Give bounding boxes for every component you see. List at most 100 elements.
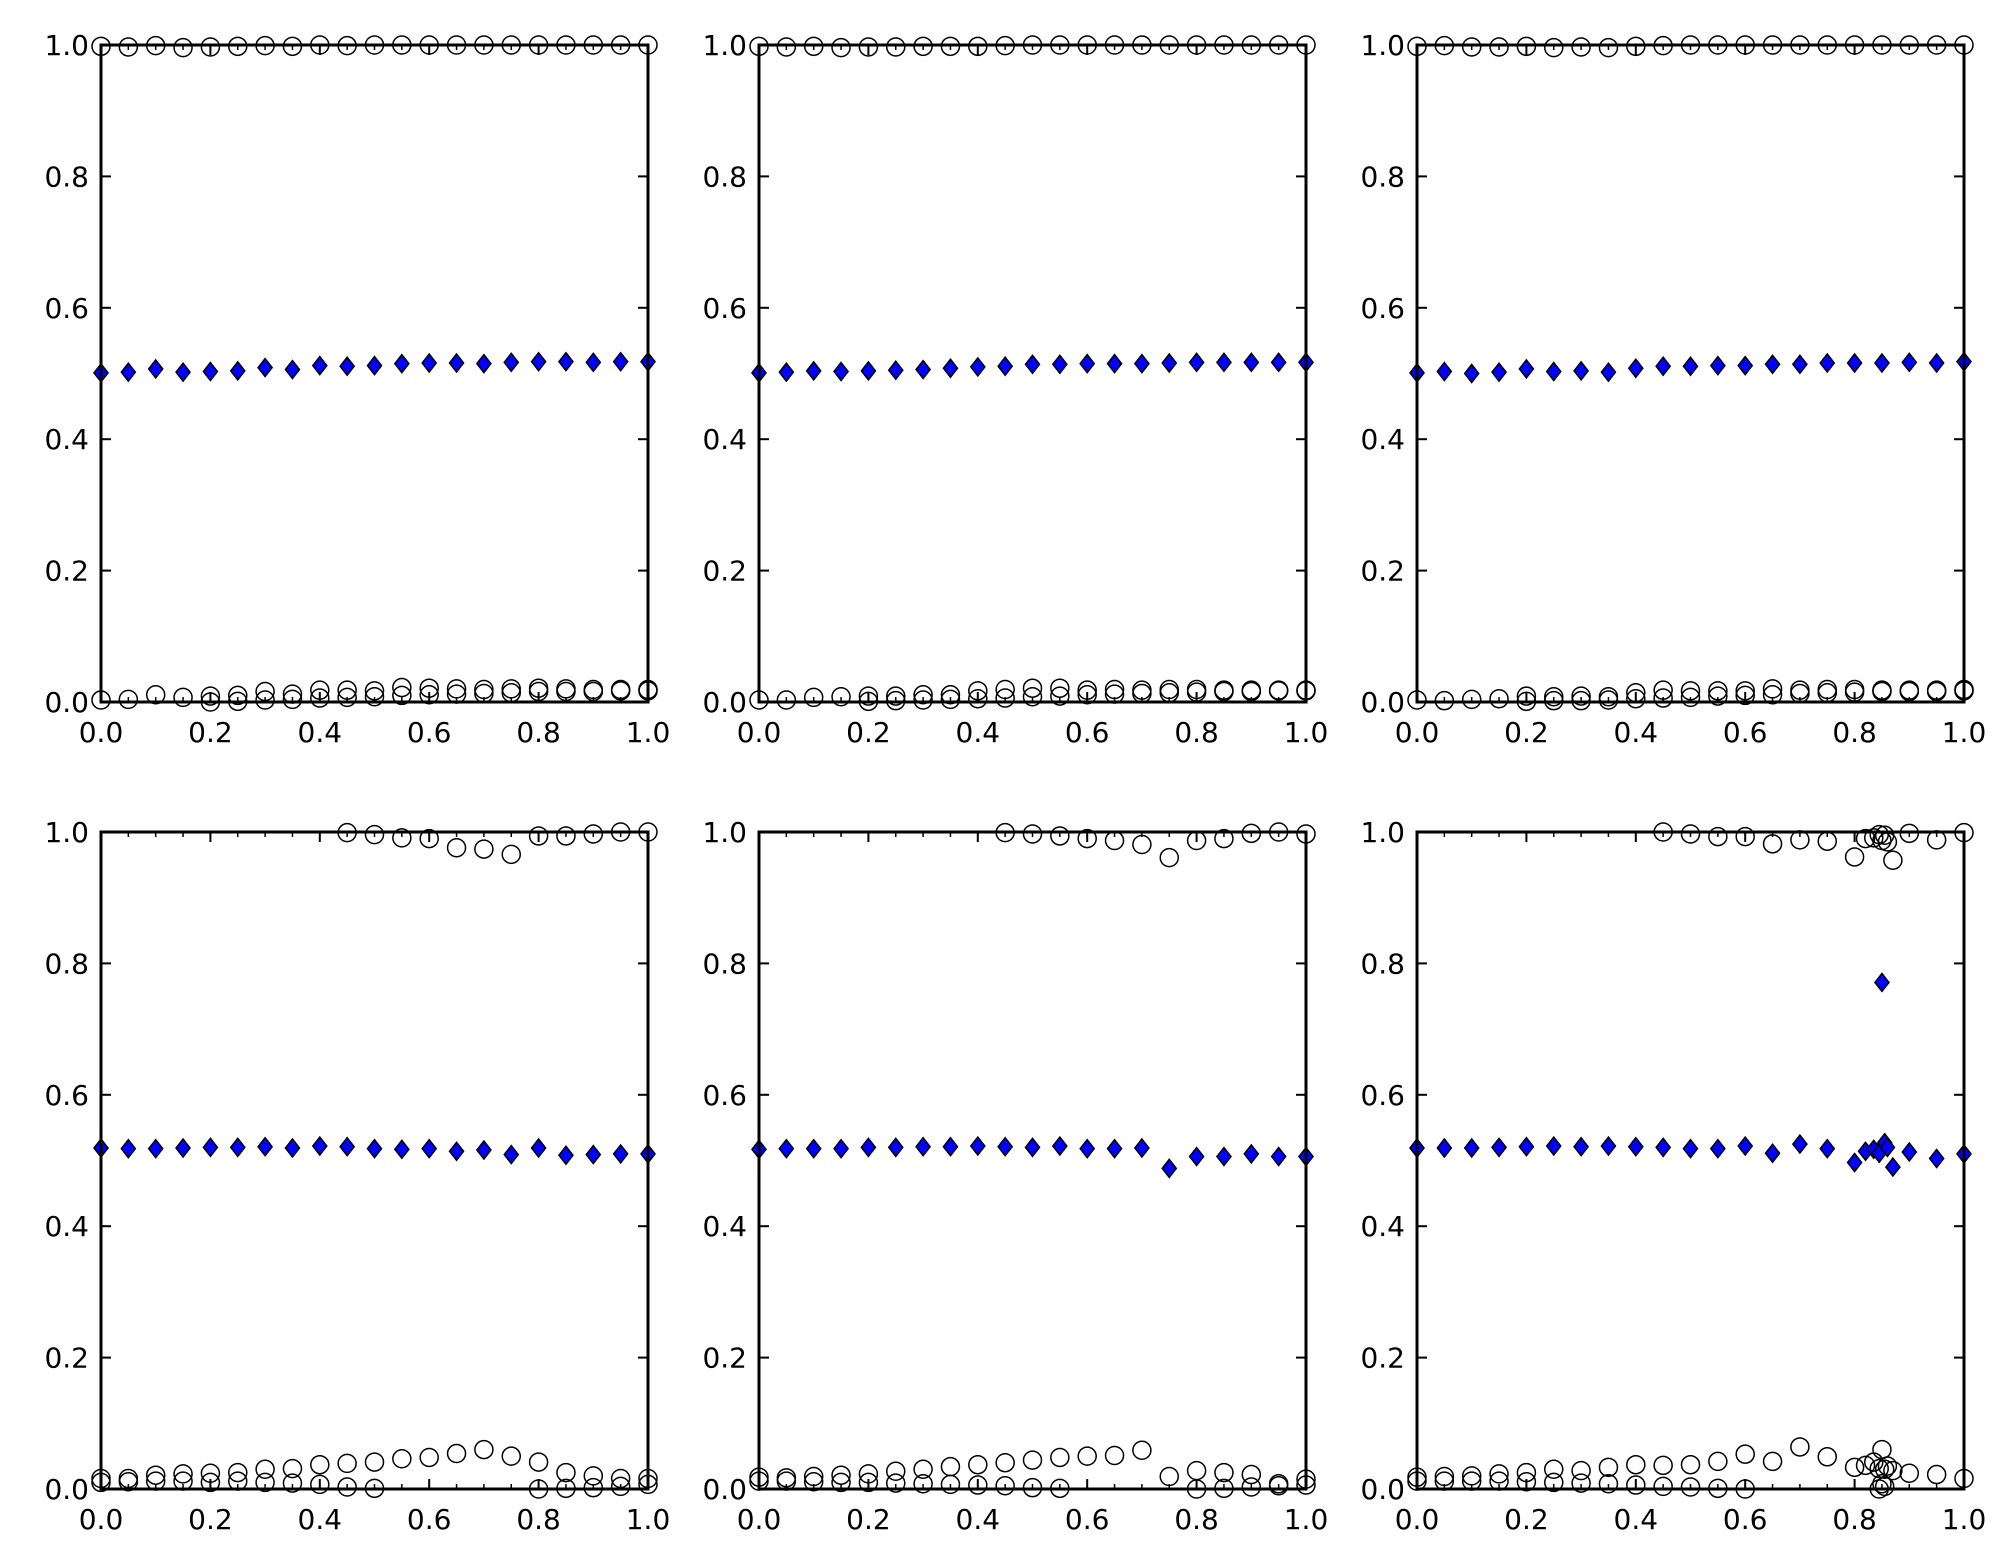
data-point xyxy=(803,1472,824,1492)
y-tick-label: 0.4 xyxy=(1360,1210,1405,1243)
data-point xyxy=(1655,356,1672,377)
plot-area xyxy=(101,832,648,1489)
data-point xyxy=(1928,1148,1945,1169)
data-point xyxy=(778,361,795,383)
data-point xyxy=(583,681,604,702)
data-point xyxy=(366,355,383,376)
data-point xyxy=(831,1472,851,1493)
data-point xyxy=(1077,685,1097,705)
data-point xyxy=(501,1446,521,1466)
data-point xyxy=(995,1475,1015,1496)
data-point xyxy=(1079,1138,1096,1159)
x-tick-label: 0.4 xyxy=(298,1503,343,1536)
data-point xyxy=(1573,1136,1590,1157)
data-point xyxy=(1844,847,1865,867)
data-point xyxy=(612,351,629,372)
data-point xyxy=(583,824,604,844)
data-point xyxy=(147,358,164,380)
data-point xyxy=(1268,681,1289,701)
data-point xyxy=(120,1138,137,1159)
data-point xyxy=(940,1474,961,1495)
data-point xyxy=(173,687,193,708)
data-point xyxy=(173,37,193,58)
chart-panel-5: 0.0 0.2 0.4 0.6 0.8 1.0 0.0 0.2 0.4 0.6 0.8 1.0 xyxy=(702,816,1328,1536)
data-point xyxy=(1544,686,1564,707)
y-tick-label: 0.8 xyxy=(1360,160,1405,193)
data-point xyxy=(1024,354,1041,375)
data-point xyxy=(913,690,933,710)
y-tick-label: 0.2 xyxy=(1360,555,1405,588)
data-point xyxy=(1884,1156,1901,1178)
data-point xyxy=(610,1476,631,1497)
data-point xyxy=(255,1459,275,1480)
data-point xyxy=(942,1136,959,1157)
data-point xyxy=(145,1465,166,1485)
data-point xyxy=(311,1135,328,1157)
data-point xyxy=(1436,361,1453,382)
data-point xyxy=(200,1463,221,1483)
data-point xyxy=(913,685,933,705)
x-tick-label: 0.4 xyxy=(956,1503,1001,1536)
data-point xyxy=(1682,1138,1699,1159)
data-point xyxy=(118,37,139,57)
x-tick-label: 0.2 xyxy=(846,1503,891,1536)
y-tick-label: 0.2 xyxy=(702,555,747,588)
data-point xyxy=(1051,1135,1068,1157)
data-point xyxy=(1491,361,1508,383)
chart-panel-2: 0.0 0.2 0.4 0.6 0.8 1.0 0.0 0.2 0.4 0.6 0.8 1.0 xyxy=(702,29,1328,749)
data-point xyxy=(1161,352,1178,374)
y-tick-label: 0.6 xyxy=(44,292,89,325)
data-point xyxy=(1241,1477,1262,1497)
data-point xyxy=(175,1137,192,1159)
data-point xyxy=(776,37,797,57)
data-point xyxy=(886,37,906,57)
data-point xyxy=(1463,363,1480,384)
data-point xyxy=(228,1462,248,1483)
x-tick-label: 0.4 xyxy=(298,716,343,749)
data-point xyxy=(778,1138,795,1159)
x-tick-label: 0.0 xyxy=(1395,1503,1440,1536)
data-point xyxy=(1735,685,1755,706)
data-point xyxy=(833,1138,850,1159)
y-tick-label: 0.4 xyxy=(1360,423,1405,456)
data-point xyxy=(940,689,961,710)
data-point xyxy=(1215,1146,1232,1167)
x-tick-label: 0.0 xyxy=(737,1503,782,1536)
data-point xyxy=(1883,850,1903,871)
data-point xyxy=(392,828,412,848)
data-point xyxy=(1077,828,1097,849)
data-point xyxy=(1874,1476,1895,1497)
y-tick-label: 1.0 xyxy=(44,816,89,849)
series-1 xyxy=(1409,351,1972,384)
data-point xyxy=(1489,1464,1509,1484)
data-point xyxy=(585,352,602,373)
data-point xyxy=(1790,1437,1810,1457)
data-point xyxy=(1680,1477,1701,1497)
y-tick-label: 0.2 xyxy=(44,555,89,588)
x-tick-label: 0.2 xyxy=(846,716,891,749)
data-point xyxy=(1215,352,1232,373)
data-point xyxy=(610,1468,631,1489)
data-point xyxy=(1461,689,1482,710)
data-point xyxy=(1680,681,1701,701)
chart-panel-6: 0.0 0.2 0.4 0.6 0.8 1.0 0.0 0.2 0.4 0.6 0.8 1.0 xyxy=(1360,816,1986,1536)
data-point xyxy=(858,1472,879,1493)
data-point xyxy=(1735,681,1755,701)
data-point xyxy=(1104,1445,1125,1466)
data-point xyxy=(557,351,574,372)
data-point xyxy=(446,679,467,699)
data-point xyxy=(1899,1463,1920,1483)
data-point xyxy=(1709,355,1726,376)
x-tick-label: 0.4 xyxy=(956,716,1001,749)
x-tick-label: 0.8 xyxy=(516,716,561,749)
data-point xyxy=(610,681,631,701)
data-point xyxy=(1872,1473,1892,1494)
data-point xyxy=(886,1473,906,1493)
data-point xyxy=(1819,1138,1836,1159)
data-point xyxy=(1762,834,1783,854)
data-point xyxy=(1571,1460,1591,1481)
x-tick-label: 0.8 xyxy=(516,1503,561,1536)
data-point xyxy=(1901,1141,1918,1163)
data-point xyxy=(200,1472,221,1493)
y-tick-label: 0.8 xyxy=(44,160,89,193)
